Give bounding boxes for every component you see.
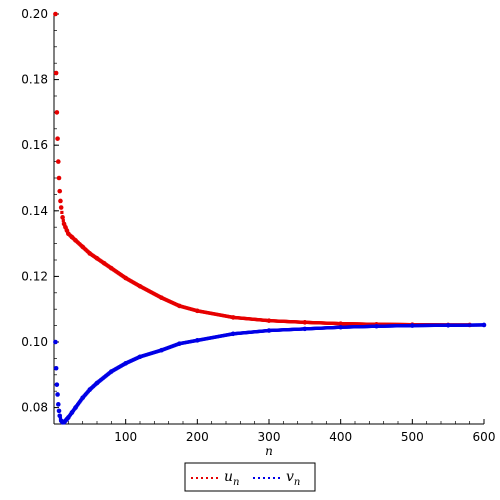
- data-point: [230, 331, 236, 337]
- x-tick-label: 300: [258, 430, 281, 444]
- data-point: [73, 238, 78, 243]
- data-point: [94, 380, 100, 386]
- data-point: [66, 415, 71, 420]
- data-point: [57, 188, 63, 194]
- data-point: [73, 405, 78, 410]
- data-point: [53, 11, 58, 17]
- y-tick-label: 0.16: [21, 138, 48, 152]
- data-point: [374, 323, 379, 329]
- x-tick-label: 400: [329, 430, 352, 444]
- y-tick-label: 0.10: [21, 335, 48, 349]
- data-point: [266, 328, 272, 333]
- data-point: [123, 361, 128, 366]
- data-point: [109, 265, 114, 271]
- series-layer: [53, 11, 487, 425]
- data-point: [69, 410, 75, 415]
- y-tick-label: 0.08: [21, 401, 48, 415]
- data-point: [56, 159, 61, 164]
- y-tick-label: 0.20: [21, 7, 48, 21]
- data-point: [481, 322, 487, 328]
- data-point: [109, 369, 114, 374]
- data-point: [80, 244, 85, 250]
- data-point: [87, 387, 93, 392]
- legend-label: vn: [286, 469, 300, 488]
- x-tick-label: 500: [401, 430, 424, 444]
- data-point: [56, 408, 62, 414]
- data-point: [55, 136, 60, 141]
- data-point: [302, 320, 308, 325]
- legend-label: un: [224, 469, 239, 488]
- data-point: [159, 295, 164, 301]
- data-point: [69, 234, 75, 240]
- data-point: [54, 110, 60, 115]
- data-point: [53, 339, 58, 345]
- data-point: [101, 260, 107, 266]
- data-point: [123, 275, 128, 281]
- data-point: [338, 321, 343, 326]
- data-point: [137, 283, 143, 289]
- data-point: [66, 231, 71, 237]
- data-point: [177, 303, 182, 309]
- data-point: [80, 395, 85, 401]
- data-point: [94, 256, 100, 261]
- axes-group: [53, 13, 485, 425]
- series-v: [53, 322, 487, 425]
- y-tick-label: 0.14: [21, 204, 48, 218]
- data-point: [60, 215, 65, 220]
- series-u: [53, 11, 472, 328]
- data-point: [53, 70, 59, 76]
- data-point: [60, 210, 64, 215]
- x-axis-title: n: [265, 444, 273, 458]
- data-point: [195, 308, 200, 314]
- data-point: [58, 205, 64, 210]
- data-point: [195, 338, 200, 343]
- data-point: [58, 416, 63, 420]
- data-point: [56, 402, 61, 407]
- data-point: [61, 219, 65, 223]
- data-point: [302, 326, 308, 332]
- data-point: [177, 341, 182, 346]
- data-point: [53, 365, 59, 371]
- y-tick-label: 0.18: [21, 73, 48, 87]
- data-point: [445, 322, 451, 328]
- x-tick-label: 600: [473, 430, 496, 444]
- data-point: [266, 318, 272, 323]
- data-point: [338, 324, 343, 330]
- tick-labels-group: 0.08 0.10 0.12 0.14 0.16 0.18 0.20 100 200 300 400…: [21, 7, 495, 458]
- data-point: [56, 175, 62, 181]
- data-point: [58, 198, 63, 204]
- y-tick-label: 0.12: [21, 269, 48, 283]
- data-point: [87, 251, 93, 256]
- x-tick-label: 200: [186, 430, 209, 444]
- data-point: [55, 392, 60, 397]
- x-tick-label: 100: [114, 430, 137, 444]
- legend: un vn: [184, 462, 316, 492]
- data-point: [57, 413, 63, 419]
- data-point: [159, 347, 164, 353]
- data-point: [54, 382, 60, 387]
- data-point: [137, 354, 143, 360]
- data-point: [230, 315, 236, 320]
- data-point: [410, 323, 415, 328]
